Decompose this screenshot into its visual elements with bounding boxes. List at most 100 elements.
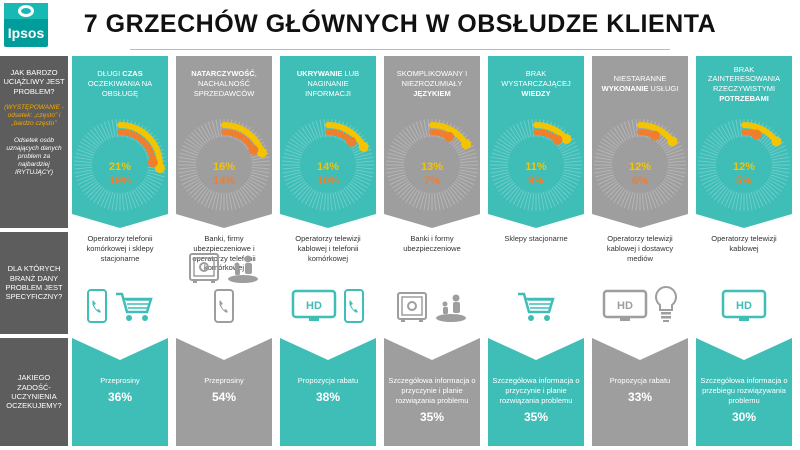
expectation-percent: 54% xyxy=(211,390,237,404)
tv-hd-icon: HD xyxy=(721,289,767,328)
row-label-expectation: JAKIEGO ZADOŚĆ-UCZYNIENIA OCZEKUJEMY? xyxy=(0,338,68,446)
burden-gauge xyxy=(74,119,166,211)
industry-icons xyxy=(384,291,480,328)
legend-irritating: Odsetek osób uznających danych problem z… xyxy=(6,136,62,177)
sin-title: NIESTARANNE WYKONANIE USŁUGI xyxy=(601,74,679,93)
occurrence-marker xyxy=(771,136,782,147)
expectation-percent: 35% xyxy=(523,410,549,424)
expectation-percent: 38% xyxy=(315,390,341,404)
industry-icons: HD xyxy=(696,289,792,328)
phone-icon xyxy=(343,289,365,328)
expectation-cell: Propozycja rabatu 33% xyxy=(592,338,688,446)
burden-gauge xyxy=(282,119,374,211)
occurrence-percent: 14% xyxy=(316,161,340,173)
occurrence-percent: 21% xyxy=(108,161,132,173)
logo-mark xyxy=(18,5,34,17)
column-bottom-shape xyxy=(488,338,584,446)
industries-cell: Operatorzy telefonii komórkowej i sklepy… xyxy=(72,232,168,334)
expectation-percent: 33% xyxy=(627,390,653,404)
occurrence-arc xyxy=(117,122,163,172)
expectation-text: Przeprosiny xyxy=(204,376,244,385)
column-bottom-shape xyxy=(176,338,272,446)
svg-text:HD: HD xyxy=(617,300,633,312)
industry-icons xyxy=(72,289,168,328)
people-money-icon xyxy=(434,293,468,328)
sin-title: SKOMPLIKOWANY I NIEZROZUMIAŁY JĘZYKIEM xyxy=(396,69,468,98)
expectation-percent: 30% xyxy=(731,410,757,424)
industries-text: Banki, firmy ubezpieczeniowe i operatorz… xyxy=(192,234,256,273)
irritating-percent: 5% xyxy=(736,175,752,187)
expectation-text: Propozycja rabatu xyxy=(297,376,359,385)
svg-text:HD: HD xyxy=(306,300,322,312)
occurrence-percent: 12% xyxy=(628,161,652,173)
industries-text: Banki i formy ubezpieczeniowe xyxy=(403,234,461,253)
burden-gauge xyxy=(594,119,686,211)
sin-column: DŁUGI CZAS OCZEKIWANIA NA OBSŁUGĘ 21% 19… xyxy=(72,56,168,446)
occurrence-marker xyxy=(358,141,369,152)
tv-hd-icon: HD xyxy=(602,289,648,328)
expectation-cell: Propozycja rabatu 38% xyxy=(280,338,376,446)
title-divider xyxy=(130,49,670,50)
expectation-cell: Szczegółowa informacja o przyczynie i pl… xyxy=(384,338,480,446)
irritating-marker xyxy=(147,157,158,168)
expectation-cell: Przeprosiny 54% xyxy=(176,338,272,446)
occurrence-marker xyxy=(461,139,472,150)
phone-icon xyxy=(86,289,108,328)
occurrence-marker xyxy=(154,163,165,174)
sin-column: BRAK WYSTARCZAJĄCEJ WIEDZY 11% 9% Sklepy… xyxy=(488,56,584,446)
row-label-burden: JAK BARDZO UCIĄŻLIWY JEST PROBLEM? (WYST… xyxy=(0,56,68,228)
industries-cell: Banki, firmy ubezpieczeniowe i operatorz… xyxy=(176,232,272,334)
irritating-marker xyxy=(751,129,762,140)
logo-text: Ipsos xyxy=(7,25,45,41)
irritating-percent: 7% xyxy=(424,175,440,187)
industry-icons xyxy=(488,291,584,328)
sin-title: DŁUGI CZAS OCZEKIWANIA NA OBSŁUGĘ xyxy=(87,69,153,98)
industries-cell: Operatorzy telewizji kablowej i dostawcy… xyxy=(592,232,688,334)
expectation-cell: Przeprosiny 36% xyxy=(72,338,168,446)
industries-text: Operatorzy telewizji kablowej i telefoni… xyxy=(295,234,361,263)
expectation-cell: Szczegółowa informacja o przebiegu rozwi… xyxy=(696,338,792,446)
expectation-percent: 36% xyxy=(107,390,133,404)
sin-title: BRAK WYSTARCZAJĄCEJ WIEDZY xyxy=(501,69,571,98)
industry-icons xyxy=(176,252,272,328)
industries-text: Sklepy stacjonarne xyxy=(504,234,568,243)
irritating-percent: 9% xyxy=(528,175,544,187)
expectation-text: Szczegółowa informacja o przyczynie i pl… xyxy=(388,376,476,405)
industries-cell: Sklepy stacjonarne xyxy=(488,232,584,334)
occurrence-marker xyxy=(667,136,678,147)
expectation-text: Szczegółowa informacja o przyczynie i pl… xyxy=(492,376,580,405)
expectation-text: Propozycja rabatu xyxy=(609,376,671,385)
expectation-text: Szczegółowa informacja o przebiegu rozwi… xyxy=(700,376,788,405)
burden-gauge xyxy=(178,119,270,211)
industry-icons: HD xyxy=(280,289,376,328)
sin-column: BRAK ZAINTERESOWANIA RZECZYWISTYMI POTRZ… xyxy=(696,56,792,446)
people-money-icon xyxy=(226,254,260,289)
lightbulb-icon xyxy=(654,285,678,328)
irritating-percent: 19% xyxy=(108,175,132,187)
burden-gauge xyxy=(490,119,582,211)
sin-column: UKRYWANIE LUB NAGINANIE INFORMACJI 14% 1… xyxy=(280,56,376,446)
occurrence-arc xyxy=(221,122,265,156)
occurrence-marker xyxy=(257,147,267,158)
irritating-percent: 10% xyxy=(316,175,340,187)
sin-column: NATARCZYWOŚĆ, NACHALNOŚĆ SPRZEDAWCÓW 16%… xyxy=(176,56,272,446)
cart-icon xyxy=(114,291,154,328)
svg-text:HD: HD xyxy=(736,300,752,312)
cart-icon xyxy=(516,291,556,328)
occurrence-percent: 11% xyxy=(525,161,547,173)
column-bottom-shape xyxy=(280,338,376,446)
column-bottom-shape xyxy=(696,338,792,446)
industries-text: Operatorzy telefonii komórkowej i sklepy… xyxy=(86,234,154,263)
industries-cell: Banki i formy ubezpieczeniowe xyxy=(384,232,480,334)
sin-title: UKRYWANIE LUB NAGINANIE INFORMACJI xyxy=(296,69,360,98)
phone-icon xyxy=(213,289,235,328)
sin-column: SKOMPLIKOWANY I NIEZROZUMIAŁY JĘZYKIEM 1… xyxy=(384,56,480,446)
column-bottom-shape xyxy=(592,338,688,446)
sin-title: NATARCZYWOŚĆ, NACHALNOŚĆ SPRZEDAWCÓW xyxy=(191,69,257,98)
row-label-industries: DLA KTÓRYCH BRANŻ DANY PROBLEM JEST SPEC… xyxy=(0,232,68,334)
industries-cell: Operatorzy telewizji kablowej HD xyxy=(696,232,792,334)
legend-occurrence: (WYSTĘPOWANIE - odsetek: „często” i „bar… xyxy=(4,104,64,128)
column-bottom-shape xyxy=(72,338,168,446)
industries-cell: Operatorzy telewizji kablowej i telefoni… xyxy=(280,232,376,334)
expectation-cell: Szczegółowa informacja o przyczynie i pl… xyxy=(488,338,584,446)
